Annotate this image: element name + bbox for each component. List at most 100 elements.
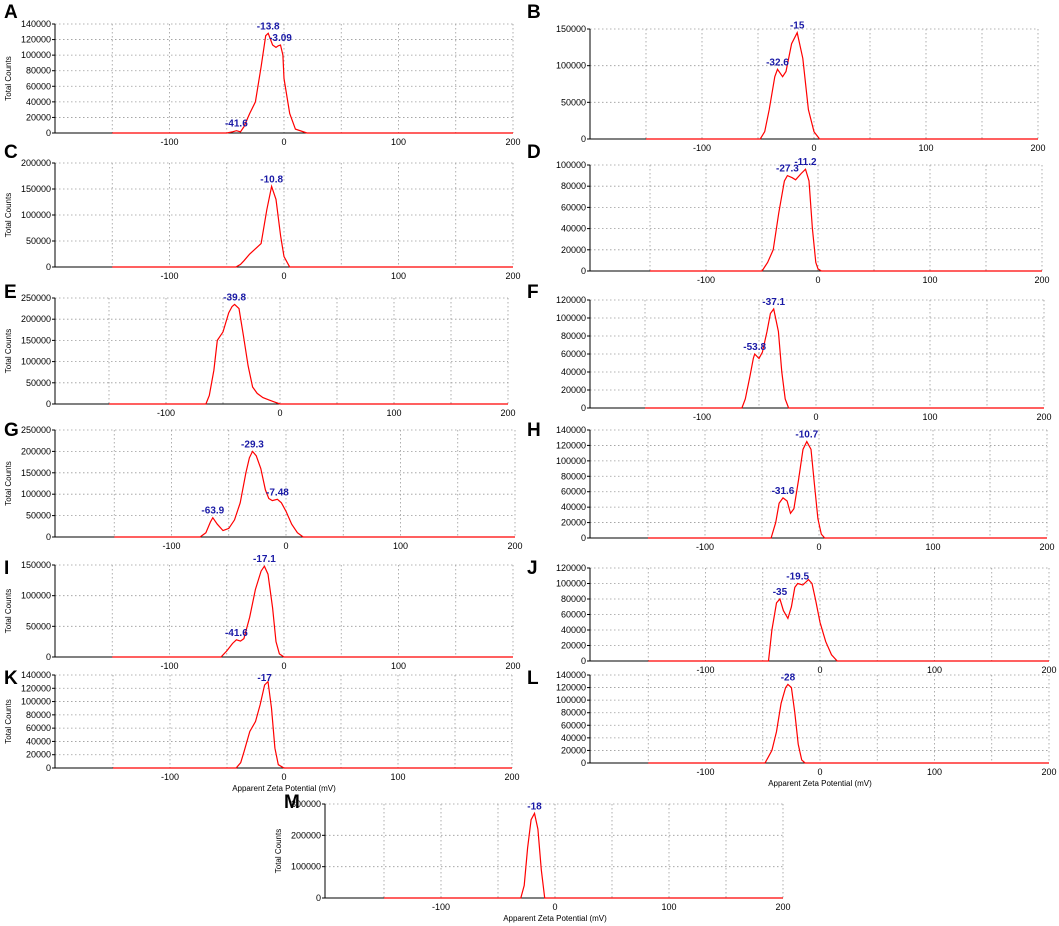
y-tick-label: 20000 (26, 112, 51, 122)
peak-label: -28 (781, 672, 796, 683)
y-tick-label: 80000 (561, 181, 586, 191)
x-tick-label: 200 (504, 772, 519, 782)
panel-l: L020000400006000080000100000120000140000… (527, 668, 1057, 788)
x-tick-label: 0 (817, 767, 822, 777)
y-axis-label: Total Counts (274, 829, 283, 873)
y-tick-label: 0 (46, 262, 51, 272)
distribution-curve (648, 440, 1047, 539)
x-tick-label: 100 (391, 661, 406, 671)
y-tick-label: 100000 (21, 357, 51, 367)
panel-i: I 0 50000 100000 150000 -100 0 100 200 Total Coun… (4, 554, 521, 671)
y-tick-label: 50000 (561, 97, 586, 107)
y-tick-label: 0 (46, 399, 51, 409)
x-tick-label: 0 (281, 661, 286, 671)
y-tick-label: 40000 (26, 736, 51, 746)
y-tick-label: 120000 (556, 295, 586, 305)
x-tick-label: 200 (1036, 412, 1051, 422)
distribution-curve (648, 578, 1049, 662)
distribution-curve (645, 307, 1044, 409)
x-tick-label: 100 (386, 408, 401, 418)
y-tick-label: 100000 (21, 489, 51, 499)
x-tick-label: -100 (160, 661, 178, 671)
y-tick-label: 120000 (556, 683, 586, 693)
x-tick-label: 200 (1041, 767, 1056, 777)
y-tick-label: 100000 (556, 313, 586, 323)
x-tick-label: 0 (817, 665, 822, 675)
y-tick-label: 300000 (291, 799, 321, 809)
x-tick-label: 0 (813, 412, 818, 422)
y-tick-label: 120000 (21, 35, 51, 45)
peak-label: -10.8 (260, 174, 283, 185)
y-tick-label: 100000 (556, 456, 586, 466)
panel-k: K 0 20000 40000 60000 80000 100000 120000 140000… (4, 668, 520, 793)
peak-label: -35 (773, 587, 788, 598)
x-axis-label: Apparent Zeta Potential (mV) (768, 779, 872, 788)
panel-a: A 0 20000 40000 60000 80000 100000 120000 140000… (4, 2, 521, 147)
x-tick-label: 0 (811, 143, 816, 153)
x-tick-label: 0 (815, 275, 820, 285)
x-tick-label: -100 (161, 772, 179, 782)
peak-label: -41.6 (225, 119, 248, 130)
x-tick-label: 100 (927, 665, 942, 675)
panel-h: H 0 20000 40000 60000 80000 100000 120000 140000… (527, 420, 1055, 552)
x-tick-label: -100 (157, 408, 175, 418)
x-tick-label: 100 (390, 772, 405, 782)
x-tick-label: 200 (1041, 665, 1056, 675)
x-tick-label: -100 (432, 902, 450, 912)
x-tick-label: 0 (552, 902, 557, 912)
y-axis-label: Total Counts (4, 56, 13, 100)
y-axis-label: Total Counts (4, 193, 13, 237)
y-axis-label: Total Counts (4, 699, 13, 743)
x-tick-label: -100 (693, 143, 711, 153)
y-tick-label: 80000 (26, 66, 51, 76)
x-tick-label: -100 (696, 542, 714, 552)
peak-label: -27.3 (776, 164, 799, 175)
peak-label: -3.09 (269, 33, 292, 44)
distribution-curve (646, 30, 1038, 140)
x-axis-label: Apparent Zeta Potential (mV) (503, 914, 607, 923)
y-tick-label: 20000 (561, 245, 586, 255)
y-tick-label: 0 (581, 656, 586, 666)
peak-label: -63.9 (201, 506, 224, 517)
y-tick-label: 50000 (26, 378, 51, 388)
peak-label: -53.8 (743, 342, 766, 353)
x-tick-label: -100 (162, 541, 180, 551)
peak-label: -11.2 (794, 157, 817, 168)
panel-g: G 0 50000 100000 150000 200000 250000 -100 0 100 2… (4, 420, 523, 551)
peak-label: -7.48 (266, 487, 289, 498)
y-tick-label: 40000 (561, 733, 586, 743)
panel-m: M 0 100000 200000 300000 -100 0 100 200 Total Cou… (274, 792, 791, 923)
y-tick-label: 100000 (556, 579, 586, 589)
distribution-curve (114, 450, 515, 538)
y-tick-label: 80000 (561, 708, 586, 718)
panel-letter-k: K (4, 668, 18, 689)
panel-letter-h: H (527, 420, 541, 441)
peak-label: -41.6 (225, 628, 248, 639)
y-tick-label: 0 (46, 763, 51, 773)
x-tick-label: 100 (922, 412, 937, 422)
y-tick-label: 0 (46, 532, 51, 542)
distribution-curve (112, 32, 513, 134)
panel-letter-m: M (284, 792, 300, 813)
y-tick-label: 140000 (556, 670, 586, 680)
panel-letter-b: B (527, 2, 541, 23)
y-tick-label: 100000 (556, 695, 586, 705)
y-tick-label: 150000 (21, 184, 51, 194)
y-tick-label: 20000 (26, 750, 51, 760)
y-tick-label: 80000 (561, 594, 586, 604)
x-tick-label: -100 (696, 665, 714, 675)
x-tick-label: 200 (1039, 542, 1054, 552)
y-tick-label: 120000 (556, 440, 586, 450)
x-tick-label: 100 (918, 143, 933, 153)
y-tick-label: 140000 (21, 670, 51, 680)
y-tick-label: 80000 (561, 331, 586, 341)
x-tick-label: 200 (505, 137, 520, 147)
y-tick-label: 140000 (556, 425, 586, 435)
distribution-curve (112, 184, 513, 268)
y-tick-label: 100000 (21, 50, 51, 60)
x-tick-label: 100 (393, 541, 408, 551)
peak-label: -32.6 (766, 57, 789, 68)
panel-letter-f: F (527, 282, 539, 303)
y-tick-label: 0 (581, 403, 586, 413)
